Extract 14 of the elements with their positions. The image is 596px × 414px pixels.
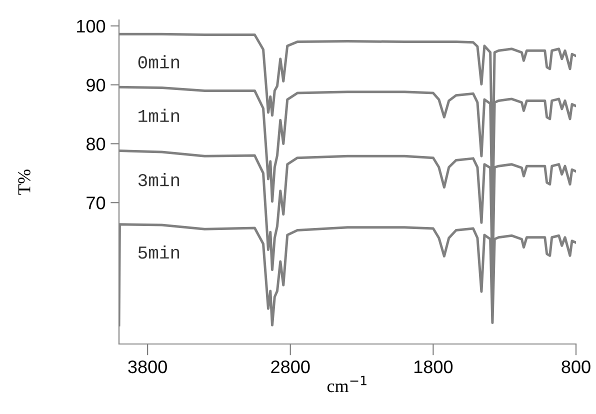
y-tick-label: 90 xyxy=(86,78,106,92)
x-tick-label: 2800 xyxy=(271,360,310,374)
y-tick-label: 80 xyxy=(86,138,106,150)
x-tick-label: 1800 xyxy=(414,360,453,374)
y-tick-label: 70 xyxy=(86,196,106,210)
series-label: 0min xyxy=(138,55,180,68)
series-label: 3min xyxy=(138,172,180,186)
y-tick-label: 100 xyxy=(77,20,106,33)
y-axis-title: T% xyxy=(18,170,30,195)
x-axis-title: cm$^{−1}$ xyxy=(327,376,366,392)
series-label: 1min xyxy=(138,108,180,122)
x-tick-label: 3800 xyxy=(128,360,167,374)
series-label: 5min xyxy=(138,245,180,259)
x-tick-label: 800 xyxy=(562,360,590,374)
